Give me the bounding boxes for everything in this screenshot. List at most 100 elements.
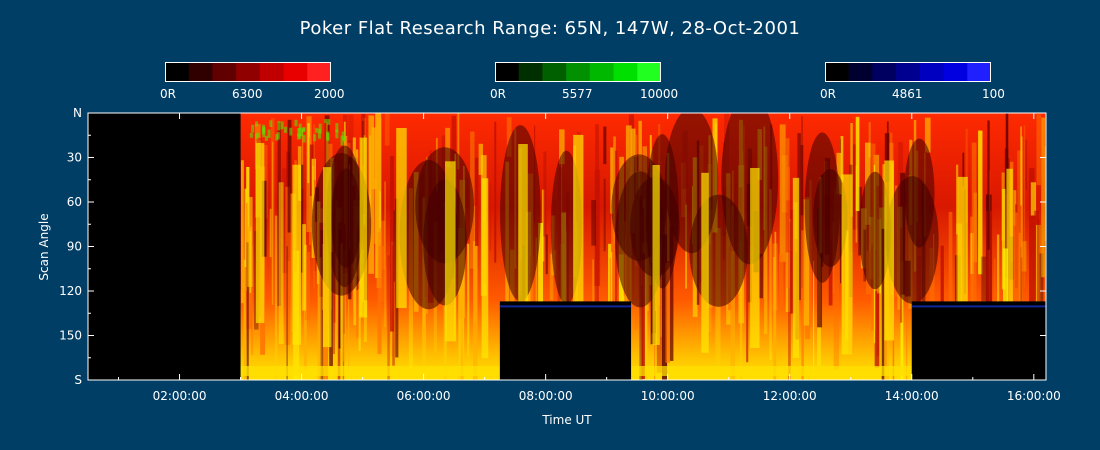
green-emission [297, 128, 301, 137]
emission-streak [375, 113, 382, 279]
colorbar-label-min: 0R [490, 87, 506, 101]
emission-streak [898, 142, 904, 184]
y-tick-label: 150 [59, 329, 82, 343]
emission-streak [1021, 241, 1027, 272]
green-emission [251, 124, 255, 133]
colorbar-swatch [212, 62, 237, 82]
emission-streak [730, 251, 735, 380]
emission-streak [392, 245, 395, 366]
emission-streak [986, 211, 993, 362]
emission-streak [387, 255, 390, 380]
y-tick-label: 90 [67, 240, 82, 254]
colorbar-border [165, 62, 331, 82]
dark-region [859, 171, 891, 290]
emission-streak [384, 113, 390, 146]
emission-streak [929, 247, 935, 350]
emission-streak [641, 253, 645, 380]
bright-band [518, 144, 528, 325]
blue-emission [499, 305, 632, 308]
green-emission [249, 132, 253, 138]
colorbar-swatch [896, 62, 921, 82]
emission-streak [833, 186, 840, 370]
colorbar-red-6300 [165, 62, 331, 82]
colorbar-swatch [236, 62, 261, 82]
emission-streak [836, 152, 842, 195]
emission-streak [301, 129, 304, 189]
dark-region [904, 138, 935, 248]
emission-streak [813, 260, 815, 378]
emission-streak [1013, 190, 1017, 226]
emission-streak [965, 128, 968, 224]
emission-streak [803, 199, 810, 326]
keogram-image [88, 113, 1046, 380]
x-axis-label: Time UT [541, 413, 592, 427]
dark-region [804, 132, 840, 283]
colorbar-swatch [589, 62, 615, 82]
green-emission [255, 121, 259, 127]
emission-streak [317, 257, 322, 380]
emission-streak [302, 224, 306, 311]
emission-streak [962, 152, 965, 187]
emission-streak [1023, 125, 1026, 288]
green-emission [341, 131, 345, 141]
emission-streak [379, 220, 386, 270]
colorbar-label-min: 0R [160, 87, 176, 101]
x-tick-label: 06:00:00 [397, 389, 451, 403]
x-axis: 02:00:00 04:00:00 06:00:00 08:00:00 10:00:00… [118, 113, 1061, 403]
emission-streak [785, 138, 790, 201]
no-data-region [499, 301, 632, 380]
bright-band [1006, 168, 1013, 349]
emission-streak [746, 229, 749, 363]
emission-streak [603, 126, 607, 165]
colorbar-blue-4861 [825, 62, 991, 82]
emission-streak [739, 241, 743, 380]
emission-streak [247, 197, 253, 287]
emission-streak [509, 249, 515, 341]
green-emission [342, 136, 346, 142]
blue-emission [911, 305, 1046, 308]
dark-region [689, 194, 748, 307]
x-tick-label: 04:00:00 [275, 389, 329, 403]
green-emission [302, 134, 306, 143]
green-emission [294, 119, 298, 127]
emission-streak [850, 123, 853, 217]
x-tick-label: 02:00:00 [153, 389, 207, 403]
bright-band [884, 160, 895, 341]
colorbar-swatch [518, 62, 543, 82]
bright-band [792, 177, 800, 358]
emission-streak [475, 157, 479, 246]
emission-streak [874, 250, 881, 368]
emission-streak [1041, 117, 1045, 278]
bright-band [701, 172, 709, 353]
colorbar-green-5577 [495, 62, 661, 82]
green-emission [280, 121, 284, 130]
green-emission [297, 133, 301, 140]
emission-streak [784, 167, 791, 288]
emission-streak [611, 190, 616, 363]
y-tick-label: N [73, 106, 82, 120]
emission-streak [374, 178, 376, 244]
colorbar-swatch [542, 62, 567, 82]
emission-streak [467, 243, 470, 358]
emission-streak [307, 123, 310, 184]
emission-streak [1012, 212, 1018, 317]
green-emission [283, 126, 287, 133]
green-emission [318, 123, 322, 134]
emission-streak [800, 144, 804, 216]
colorbar-border [495, 62, 661, 82]
emission-streak [610, 147, 614, 214]
emission-streak [535, 237, 538, 348]
dark-region [645, 134, 679, 289]
green-emission [335, 123, 339, 133]
y-axis: N 30 60 90 120 150 S [59, 106, 1046, 387]
emission-streak [774, 231, 777, 380]
emission-streak [987, 120, 990, 250]
green-emission [277, 121, 281, 131]
emission-streak [779, 124, 786, 262]
green-emission [326, 132, 330, 142]
emission-streak [981, 256, 987, 302]
emission-streak [301, 164, 304, 273]
colorbar-swatch [307, 62, 331, 82]
emission-streak [390, 156, 394, 332]
y-tick-label: 60 [67, 195, 82, 209]
